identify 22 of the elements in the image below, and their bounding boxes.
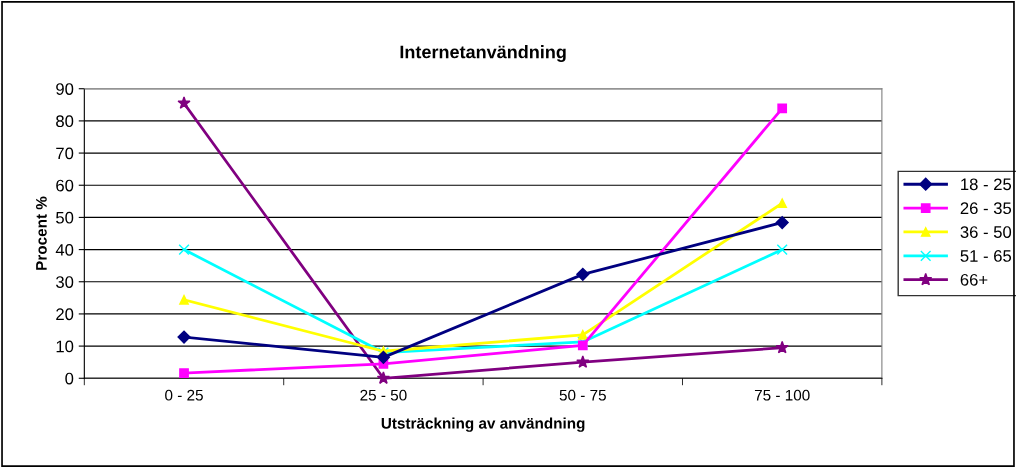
y-tick-label: 80 [56, 115, 74, 128]
x-tick-label: 0 - 25 [165, 389, 203, 401]
legend-label: 18 - 25 [961, 178, 1012, 191]
legend-label: 36 - 50 [960, 226, 1012, 238]
x-tick-label: 75 - 100 [754, 389, 810, 401]
x-tick-label: 50 - 75 [559, 389, 606, 401]
x-axis-title: Utsträckning av användning [381, 417, 585, 432]
x-tick-label: 25 - 50 [360, 389, 407, 401]
y-tick-label: 10 [56, 340, 74, 353]
y-tick-label: 50 [56, 211, 74, 224]
y-axis-title: Procent % [36, 196, 47, 270]
legend-label: 51 - 65 [960, 250, 1012, 262]
chart-title: Internetanvändning [400, 45, 566, 62]
y-tick-label: 90 [56, 83, 74, 95]
y-tick-label: 20 [56, 308, 74, 321]
y-tick-label: 60 [56, 179, 74, 192]
y-tick-label: 30 [56, 276, 74, 288]
legend-label: 26 - 35 [960, 202, 1012, 215]
legend-label: 66+ [960, 273, 988, 286]
y-tick-label: 70 [56, 147, 74, 160]
y-tick-label: 0 [65, 372, 74, 385]
y-tick-label: 40 [55, 243, 74, 256]
